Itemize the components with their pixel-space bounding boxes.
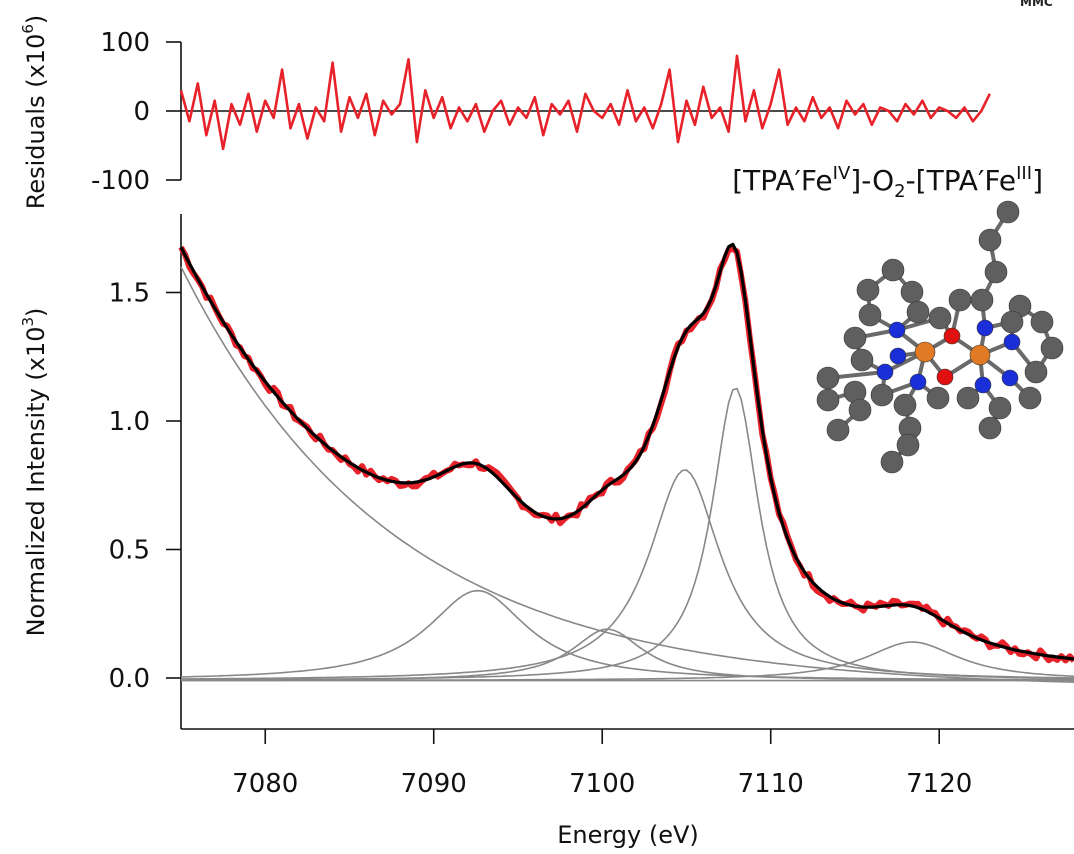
molecule-atom-carbon <box>988 396 1012 420</box>
main-panel: 0.0 0.5 1.0 1.5 7080 7090 7100 7110 7120 Normal… <box>19 163 1074 849</box>
molecule-atom-iron <box>969 344 991 366</box>
main-y-tick-label: 1.5 <box>109 279 150 309</box>
molecule-atom-carbon <box>956 386 980 410</box>
main-y-tick-label: 0.5 <box>109 536 150 566</box>
molecule-atom-nitrogen <box>909 373 927 391</box>
main-x-tick-label: 7110 <box>738 769 804 799</box>
molecule-atom-carbon <box>1018 386 1042 410</box>
molecule-atom-nitrogen <box>889 347 907 365</box>
molecule-atom-carbon <box>856 278 880 302</box>
molecule-atom-carbon <box>1040 336 1064 360</box>
molecule-atom-nitrogen <box>888 321 906 339</box>
molecule-atom-carbon <box>906 300 930 324</box>
corner-text: MMC <box>1020 0 1053 9</box>
main-x-tick-label: 7120 <box>906 769 972 799</box>
main-y-ticks: 0.0 0.5 1.0 1.5 <box>109 279 181 694</box>
molecule-atom-oxygen <box>936 368 954 386</box>
main-x-tick-label: 7090 <box>401 769 467 799</box>
residuals-y-tick-label: -100 <box>91 166 150 196</box>
molecule-atom-carbon <box>826 418 850 442</box>
residuals-y-axis-label: Residuals (x106) <box>19 15 50 210</box>
molecule-atom-carbon <box>896 433 920 457</box>
molecule-atom-carbon <box>843 326 867 350</box>
chart-annotation: [TPA′FeIV]-O2-[TPA′FeIII] <box>732 163 1043 202</box>
molecule-atom-carbon <box>900 280 924 304</box>
main-x-axis-label: Energy (eV) <box>557 821 699 849</box>
molecule-atom-carbon <box>970 288 994 312</box>
molecule-atom-carbon <box>893 393 917 417</box>
molecule-atom-carbon <box>926 386 950 410</box>
main-y-tick-label: 1.0 <box>109 407 150 437</box>
peak-component-2 <box>181 628 1074 681</box>
residuals-panel: 100 0 -100 Residuals (x106) <box>19 15 991 210</box>
molecule-atom-carbon <box>1024 360 1048 384</box>
peak-component-4 <box>181 387 1074 681</box>
molecule-atom-nitrogen <box>1001 369 1019 387</box>
molecule-structure-image <box>816 200 1064 474</box>
molecule-atom-carbon <box>978 416 1002 440</box>
main-y-tick-label: 0.0 <box>109 664 150 694</box>
molecule-atom-nitrogen <box>876 363 894 381</box>
molecule-atom-carbon <box>870 383 894 407</box>
molecule-atom-iron <box>914 341 936 363</box>
molecule-atom-oxygen <box>943 327 961 345</box>
molecule-atom-nitrogen <box>1003 333 1021 351</box>
fit-series-line <box>179 242 1074 661</box>
molecule-atom-carbon <box>1030 310 1054 334</box>
molecule-atom-carbon <box>928 306 952 330</box>
residuals-y-ticks: 100 0 -100 <box>91 28 181 196</box>
main-x-ticks: 7080 7090 7100 7110 7120 <box>232 729 972 799</box>
molecule-atom-carbon <box>978 228 1002 252</box>
molecule-atom-nitrogen <box>976 319 994 337</box>
molecule-atom-nitrogen <box>974 376 992 394</box>
residuals-y-tick-label: 100 <box>100 28 150 58</box>
main-x-tick-label: 7100 <box>569 769 635 799</box>
molecule-atom-carbon <box>816 366 840 390</box>
main-x-tick-label: 7080 <box>232 769 298 799</box>
peak-component-3 <box>181 469 1074 680</box>
molecule-atom-carbon <box>948 288 972 312</box>
molecule-atom-carbon <box>1000 310 1024 334</box>
molecule-atom-carbon <box>881 258 905 282</box>
molecule-atom-carbon <box>996 200 1020 224</box>
molecule-atom-carbon <box>816 388 840 412</box>
fit-components <box>180 266 1074 683</box>
residuals-y-tick-label: 0 <box>133 97 150 127</box>
residuals-series-line <box>179 54 991 151</box>
molecule-atom-carbon <box>984 260 1008 284</box>
molecule-atom-carbon <box>848 398 872 422</box>
molecule-atom-carbon <box>858 303 882 327</box>
main-y-axis-label: Normalized Intensity (x103) <box>19 308 50 637</box>
molecule-atom-carbon <box>850 348 874 372</box>
molecule-atom-carbon <box>880 450 904 474</box>
